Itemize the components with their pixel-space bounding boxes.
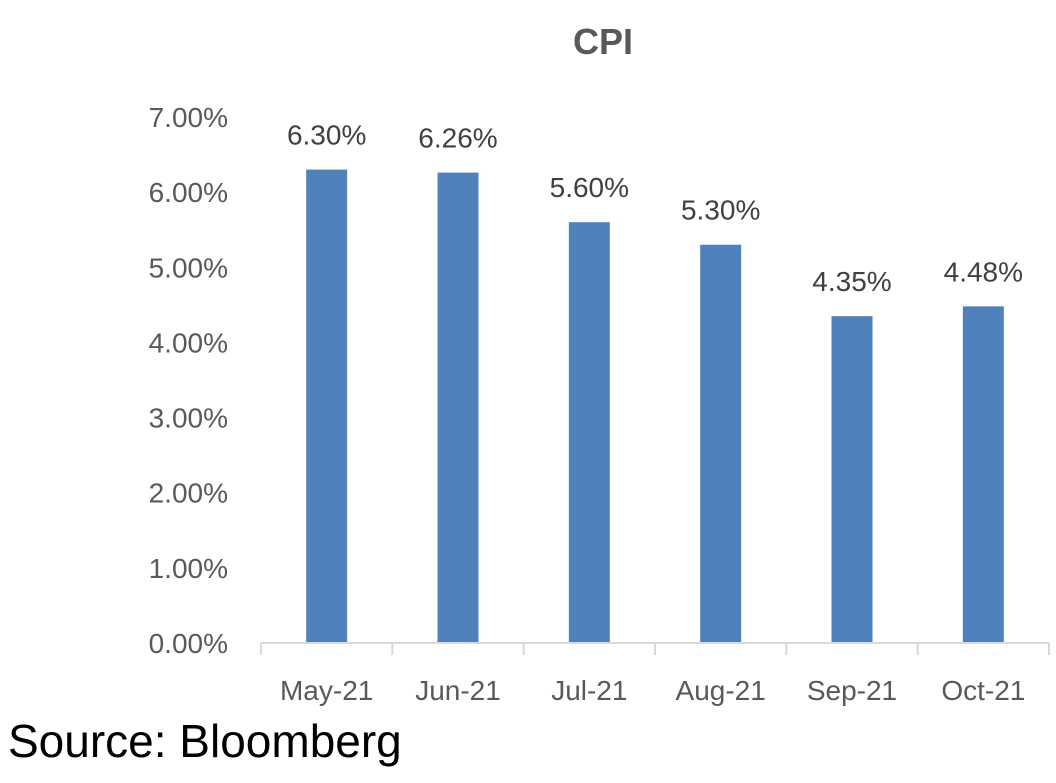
data-labels: 6.30% 6.26% 5.60% 5.30% 4.35% 4.48% bbox=[287, 120, 1023, 298]
bar bbox=[962, 306, 1004, 643]
bar-series bbox=[306, 169, 1004, 643]
y-tick-label: 7.00% bbox=[149, 102, 228, 133]
y-tick-label: 4.00% bbox=[149, 327, 228, 358]
y-tick-label: 6.00% bbox=[149, 177, 228, 208]
x-tick-label: Sep-21 bbox=[807, 675, 897, 706]
y-tick-label: 5.00% bbox=[149, 252, 228, 283]
data-label: 6.30% bbox=[287, 120, 366, 151]
x-tick-label: Jul-21 bbox=[551, 675, 627, 706]
data-label: 6.26% bbox=[418, 123, 497, 154]
data-label: 5.60% bbox=[550, 172, 629, 203]
bar bbox=[437, 172, 479, 643]
y-tick-label: 2.00% bbox=[149, 478, 228, 509]
bar bbox=[306, 169, 348, 643]
data-label: 4.35% bbox=[812, 266, 891, 297]
data-label: 5.30% bbox=[681, 195, 760, 226]
x-tick-label: May-21 bbox=[280, 675, 373, 706]
x-tick-label: Jun-21 bbox=[415, 675, 501, 706]
bar bbox=[568, 222, 610, 643]
source-note: Source: Bloomberg bbox=[8, 715, 402, 767]
y-tick-label: 1.00% bbox=[149, 553, 228, 584]
bar bbox=[831, 316, 873, 643]
y-tick-label: 3.00% bbox=[149, 403, 228, 434]
y-axis: 0.00% 1.00% 2.00% 3.00% 4.00% 5.00% 6.00% 7.00% bbox=[149, 102, 228, 659]
y-tick-label: 0.00% bbox=[149, 628, 228, 659]
bar bbox=[700, 244, 742, 643]
chart-title: CPI bbox=[573, 21, 633, 62]
x-axis: May-21 Jun-21 Jul-21 Aug-21 Sep-21 Oct-21 bbox=[260, 642, 1050, 706]
data-label: 4.48% bbox=[944, 256, 1023, 287]
x-tick-label: Aug-21 bbox=[676, 675, 766, 706]
x-tick-label: Oct-21 bbox=[941, 675, 1025, 706]
